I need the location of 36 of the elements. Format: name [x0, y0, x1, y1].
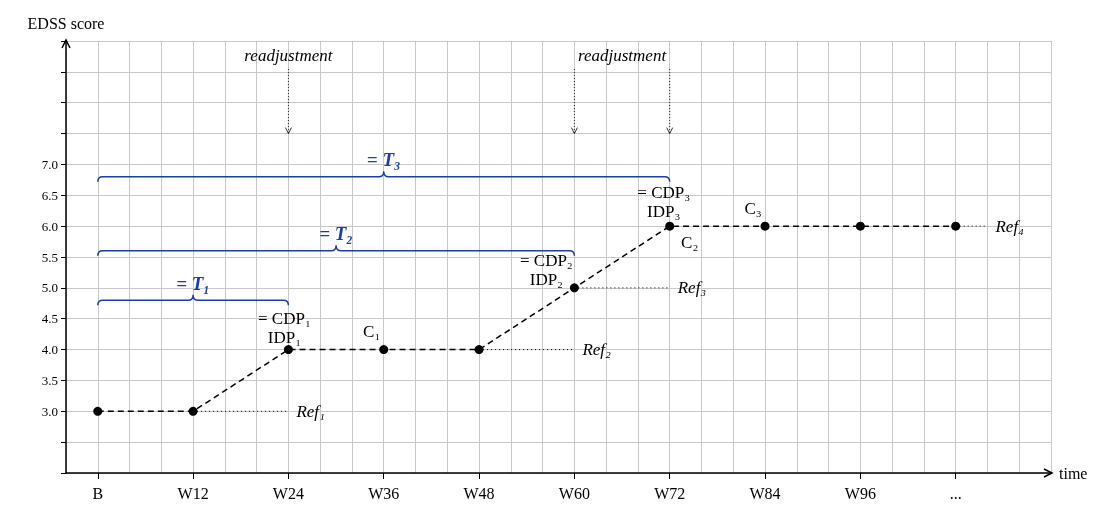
- y-axis-title: EDSS score: [27, 14, 105, 32]
- x-tick-label: B: [92, 484, 104, 502]
- x-tick-label: W36: [368, 484, 400, 502]
- y-tick-label: 4.5: [41, 311, 58, 327]
- y-tick-label: 3.0: [41, 403, 58, 419]
- x-tick-label: W84: [749, 484, 781, 502]
- annotation: = T₃: [366, 149, 401, 171]
- y-tick-label: 5.0: [41, 280, 58, 296]
- y-tick-label: 4.0: [41, 342, 58, 358]
- series-label: Ref₃: [676, 278, 707, 298]
- annotation: C₃: [744, 198, 762, 218]
- y-tick-label: 6.0: [41, 218, 58, 234]
- series-label: Ref₂: [581, 340, 612, 360]
- x-axis-title: time: [1059, 464, 1088, 482]
- annotation: = CDP₁ IDP₁: [258, 308, 311, 347]
- annotation: C₂: [681, 232, 699, 252]
- annotation: readjustment: [244, 45, 334, 65]
- x-tick-label: W48: [463, 484, 495, 502]
- series-label: Ref₁: [295, 401, 325, 421]
- y-tick-label: 5.5: [41, 249, 58, 265]
- x-tick-label: W60: [558, 484, 590, 502]
- y-tick-label: 6.5: [41, 187, 58, 203]
- x-tick-label: W72: [654, 484, 686, 502]
- annotation: = CDP₃ IDP₃: [637, 183, 691, 222]
- annotation: C₁: [363, 322, 381, 342]
- y-tick-label: 7.0: [41, 156, 58, 172]
- annotation: readjustment: [577, 45, 668, 65]
- x-tick-label: W12: [177, 484, 209, 502]
- x-tick-label: ...: [949, 484, 962, 502]
- annotation: = T₂: [319, 223, 353, 245]
- x-tick-label: W24: [272, 484, 304, 502]
- series-label: Ref₄: [994, 216, 1025, 236]
- annotation: = T₁: [176, 272, 210, 294]
- annotation: = CDP₂ IDP₂: [519, 250, 573, 289]
- x-tick-label: W96: [844, 484, 876, 502]
- y-tick-label: 3.5: [41, 372, 58, 388]
